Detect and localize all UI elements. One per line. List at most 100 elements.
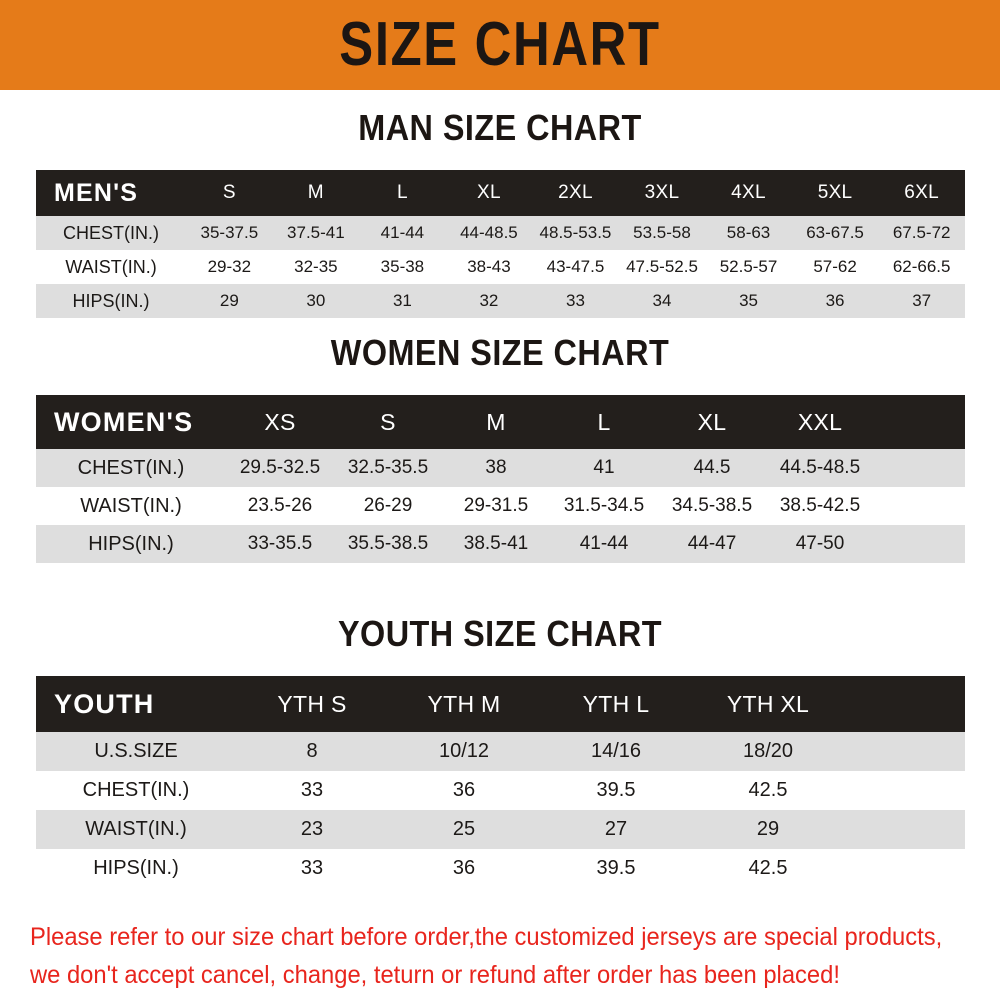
- table-cell: 23.5-26: [247, 495, 313, 516]
- table-cell: 63-67.5: [806, 223, 864, 242]
- table-cell: 29: [756, 818, 780, 840]
- man-size-col-3: XL: [477, 182, 501, 203]
- table-cell-spacer: [844, 849, 965, 888]
- table-cell: 35-37.5: [200, 223, 259, 242]
- table-cell: 33: [300, 857, 324, 879]
- youth-table-head: YOUTH YTH S YTH M YTH L YTH XL: [36, 676, 965, 732]
- table-cell: 38.5-42.5: [779, 495, 861, 516]
- women-section-title: WOMEN SIZE CHART: [330, 332, 670, 373]
- youth-size-col-3: YTH XL: [726, 690, 810, 717]
- table-cell: 36: [452, 857, 476, 879]
- table-row: CHEST(IN.) 29.5-32.5 32.5-35.5 38 41 44.…: [36, 449, 965, 487]
- table-cell: 67.5-72: [892, 223, 951, 242]
- table-row: HIPS(IN.) 29 30 31 32 33 34 35 36 37: [36, 284, 965, 318]
- table-cell: 47.5-52.5: [626, 257, 698, 276]
- table-cell: 33: [566, 291, 585, 310]
- table-cell: 41-44: [380, 223, 425, 242]
- youth-row-label-0: U.S.SIZE: [94, 740, 178, 762]
- man-row-label-2: HIPS(IN.): [72, 290, 150, 311]
- table-row: CHEST(IN.) 35-37.5 37.5-41 41-44 44-48.5…: [36, 216, 965, 250]
- table-row: CHEST(IN.) 33 36 39.5 42.5: [36, 771, 965, 810]
- youth-size-col-2: YTH L: [582, 690, 650, 717]
- footer-note-line-1: Please refer to our size chart before or…: [30, 923, 943, 951]
- table-cell: 57-62: [813, 257, 857, 276]
- man-row-label-0: CHEST(IN.): [63, 222, 160, 243]
- man-size-col-7: 5XL: [817, 182, 853, 203]
- footer-note: Please refer to our size chart before or…: [30, 918, 943, 994]
- youth-row-label-1: CHEST(IN.): [82, 779, 190, 801]
- man-section-title: MAN SIZE CHART: [358, 107, 642, 148]
- table-cell-spacer: [874, 487, 965, 525]
- table-cell: 44.5-48.5: [779, 457, 861, 478]
- table-cell: 31: [392, 291, 412, 310]
- table-cell: 23: [300, 818, 324, 840]
- youth-row-label-3: HIPS(IN.): [93, 857, 179, 879]
- table-cell: 37.5-41: [287, 223, 345, 242]
- table-cell: 32.5-35.5: [347, 457, 429, 478]
- table-row: HIPS(IN.) 33 36 39.5 42.5: [36, 849, 965, 888]
- table-cell: 44-47: [687, 533, 737, 554]
- man-size-col-4: 2XL: [558, 182, 593, 203]
- table-cell: 29-32: [207, 257, 252, 276]
- man-corner-label: MEN'S: [54, 178, 139, 207]
- women-size-col-4: XL: [697, 408, 727, 435]
- table-cell: 47-50: [795, 533, 845, 554]
- table-cell: 36: [825, 291, 845, 310]
- women-table-body: CHEST(IN.) 29.5-32.5 32.5-35.5 38 41 44.…: [36, 449, 965, 563]
- table-cell: 44-48.5: [460, 223, 518, 242]
- table-cell: 31.5-34.5: [563, 495, 645, 516]
- table-cell: 30: [306, 291, 326, 310]
- table-cell: 35-38: [380, 257, 425, 276]
- man-size-col-0: S: [222, 182, 236, 203]
- women-corner-label: WOMEN'S: [54, 406, 194, 437]
- table-row: HIPS(IN.) 33-35.5 35.5-38.5 38.5-41 41-4…: [36, 525, 965, 563]
- table-cell: 29-31.5: [463, 495, 529, 516]
- table-cell: 27: [604, 818, 628, 840]
- table-cell: 8: [306, 740, 318, 762]
- table-cell: 38-43: [467, 257, 511, 276]
- man-size-col-6: 4XL: [731, 182, 766, 203]
- table-cell: 58-63: [726, 223, 771, 242]
- table-cell-spacer: [844, 771, 965, 810]
- table-cell: 41-44: [579, 533, 629, 554]
- youth-header-spacer: [844, 676, 965, 732]
- table-row: WAIST(IN.) 29-32 32-35 35-38 38-43 43-47…: [36, 250, 965, 284]
- table-cell: 39.5: [596, 779, 636, 801]
- women-size-table: WOMEN'S XS S M L XL XXL CHEST(IN.) 29.5-…: [36, 395, 965, 563]
- table-cell: 35: [739, 291, 758, 310]
- table-cell: 52.5-57: [719, 257, 778, 276]
- table-cell: 62-66.5: [892, 257, 951, 276]
- table-cell: 39.5: [596, 857, 636, 879]
- man-size-col-8: 6XL: [904, 182, 940, 203]
- table-cell: 29.5-32.5: [239, 457, 321, 478]
- table-cell: 48.5-53.5: [539, 223, 612, 242]
- youth-size-col-1: YTH M: [427, 690, 501, 717]
- table-cell: 26-29: [363, 495, 413, 516]
- table-cell: 38.5-41: [463, 533, 529, 554]
- table-cell: 38: [485, 457, 507, 478]
- table-cell: 34: [652, 291, 672, 310]
- table-cell: 42.5: [748, 779, 788, 801]
- youth-size-table: YOUTH YTH S YTH M YTH L YTH XL U.S.SIZE …: [36, 676, 965, 888]
- women-size-col-3: L: [597, 408, 611, 435]
- table-cell: 34.5-38.5: [671, 495, 753, 516]
- table-header-row: WOMEN'S XS S M L XL XXL: [36, 395, 965, 449]
- table-cell: 25: [452, 818, 476, 840]
- table-cell-spacer: [874, 449, 965, 487]
- table-cell: 53.5-58: [633, 223, 691, 242]
- table-cell: 44.5: [693, 457, 731, 478]
- table-cell-spacer: [874, 525, 965, 563]
- women-header-spacer: [874, 395, 965, 449]
- women-size-col-5: XXL: [797, 408, 843, 435]
- table-cell: 10/12: [438, 740, 490, 762]
- youth-size-col-0: YTH S: [277, 690, 347, 717]
- youth-section-title: YOUTH SIZE CHART: [337, 613, 662, 654]
- table-cell: 37: [912, 291, 932, 310]
- women-row-label-1: WAIST(IN.): [80, 494, 182, 517]
- women-table-head: WOMEN'S XS S M L XL XXL: [36, 395, 965, 449]
- table-cell: 42.5: [748, 857, 788, 879]
- table-cell: 33-35.5: [247, 533, 313, 554]
- table-row: WAIST(IN.) 23 25 27 29: [36, 810, 965, 849]
- table-cell: 43-47.5: [546, 257, 605, 276]
- man-size-col-2: L: [396, 182, 408, 203]
